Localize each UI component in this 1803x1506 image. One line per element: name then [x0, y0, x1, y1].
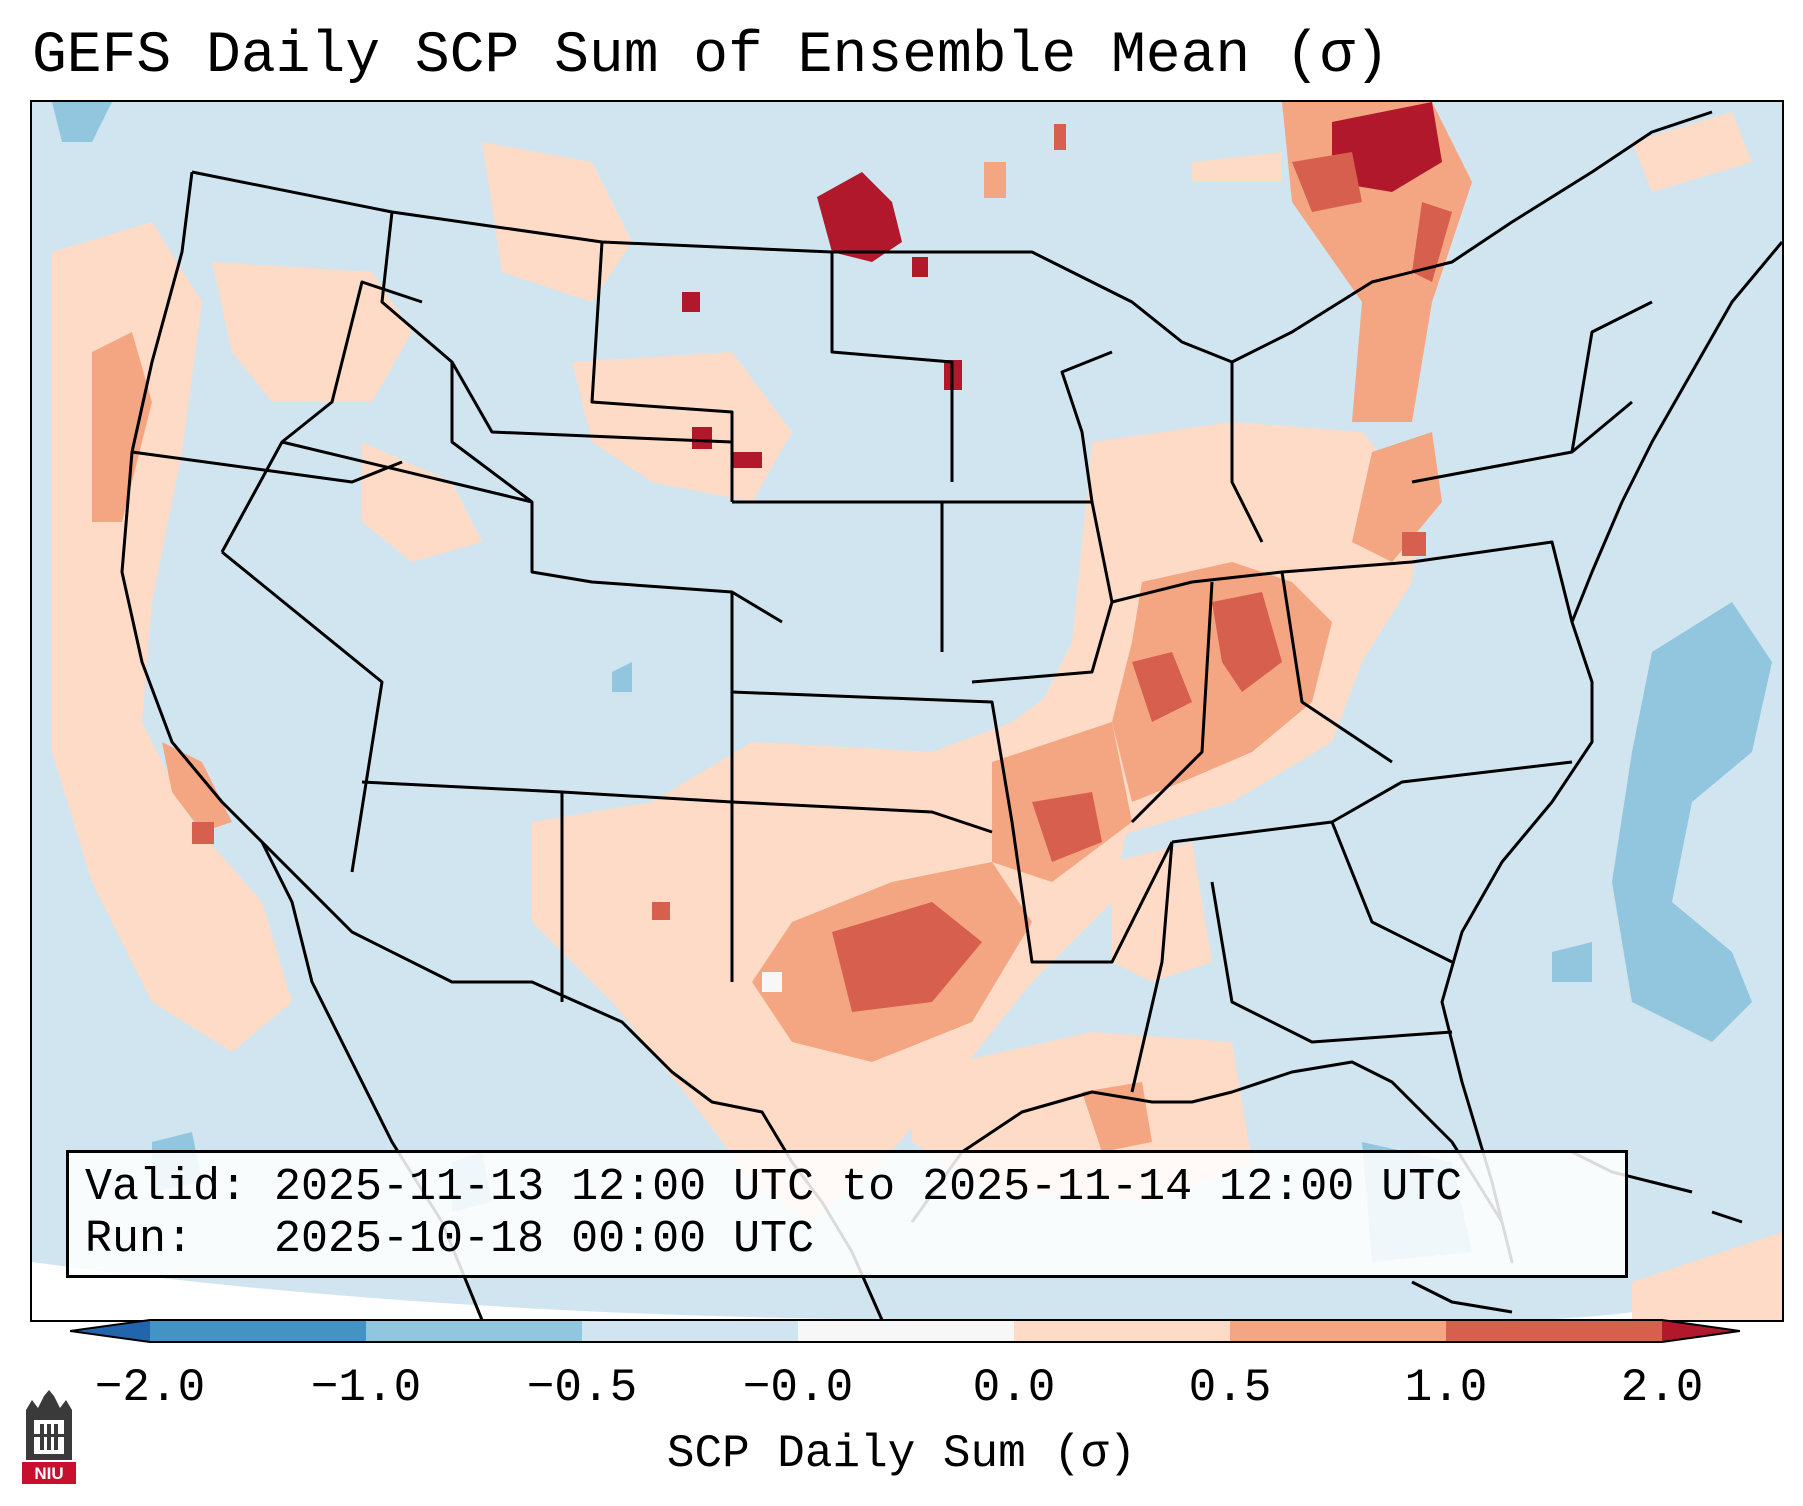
colorbar-tick-label: 0.0	[972, 1362, 1056, 1414]
validity-info-box: Valid: 2025-11-13 12:00 UTC to 2025-11-1…	[66, 1150, 1628, 1278]
colorbar-bin	[1230, 1320, 1446, 1342]
colorbar-bin	[366, 1320, 582, 1342]
colorbar-extend-low	[70, 1320, 150, 1342]
map-svg	[32, 102, 1782, 1320]
anomaly-northern-plains	[482, 124, 1066, 502]
colorbar-tick-label: −2.0	[94, 1362, 206, 1414]
colorbar-tick-label: 2.0	[1620, 1362, 1704, 1414]
map-panel	[30, 100, 1784, 1322]
anomaly-southern-plains	[532, 662, 1132, 1222]
niu-logo: NIU	[22, 1390, 76, 1484]
colorbar-bin	[798, 1320, 1014, 1342]
anomaly-west-coast	[52, 222, 482, 1052]
projection-edge	[32, 1262, 932, 1320]
colorbar	[70, 1319, 1740, 1343]
niu-logo-text: NIU	[34, 1464, 63, 1483]
colorbar-tick-label: 1.0	[1404, 1362, 1488, 1414]
colorbar-bin	[150, 1320, 366, 1342]
colorbar-tick-label: 0.5	[1188, 1362, 1272, 1414]
colorbar-tick-label: −0.0	[742, 1362, 854, 1414]
colorbar-bin	[1446, 1320, 1662, 1342]
colorbar-tick-label: −1.0	[310, 1362, 422, 1414]
colorbar-label: SCP Daily Sum (σ)	[666, 1428, 1137, 1480]
chart-title: GEFS Daily SCP Sum of Ensemble Mean (σ)	[32, 24, 1390, 89]
valid-time-text: Valid: 2025-11-13 12:00 UTC to 2025-11-1…	[85, 1162, 1463, 1213]
colorbar-tick-label: −0.5	[526, 1362, 638, 1414]
run-time-text: Run: 2025-10-18 00:00 UTC	[85, 1214, 815, 1265]
boundary-lines	[120, 110, 1782, 1320]
colorbar-extend-high	[1662, 1320, 1740, 1342]
anomaly-quebec	[1192, 102, 1752, 422]
colorbar-bin	[1014, 1320, 1230, 1342]
colorbar-bin	[582, 1320, 798, 1342]
niu-logo-badge	[22, 1462, 76, 1484]
